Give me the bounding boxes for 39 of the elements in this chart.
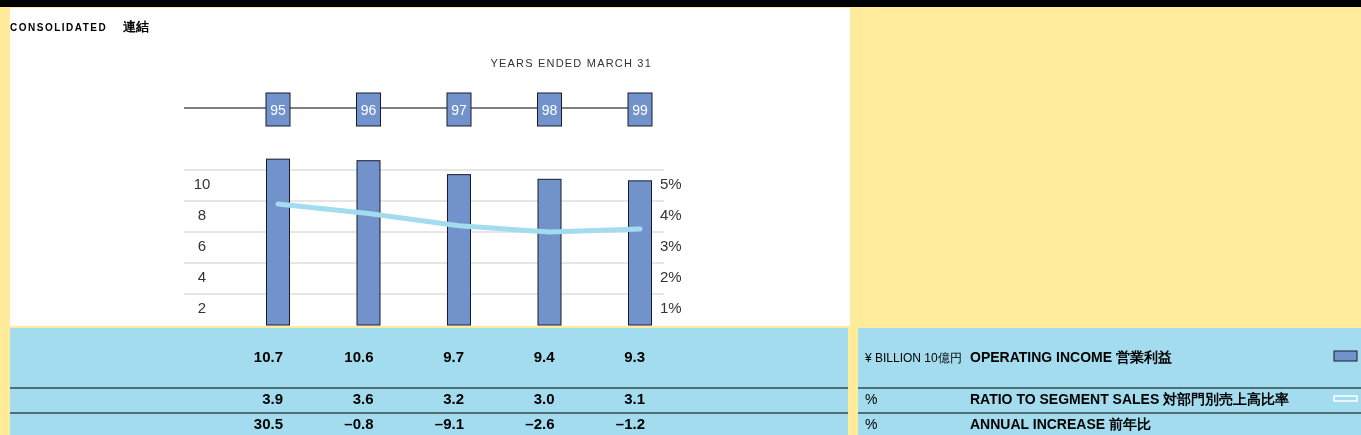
y2-tick-label: 3%	[660, 237, 682, 254]
data-label: 10.6	[344, 348, 374, 365]
y2-tick-label: 1%	[660, 299, 682, 316]
x-tick-label: 98	[541, 102, 558, 118]
text: %	[865, 416, 878, 432]
text: –9.1	[434, 415, 464, 432]
y-tick-label: 10	[193, 175, 211, 192]
data-label: 3.1	[624, 390, 645, 407]
text: –2.6	[525, 415, 555, 432]
x-tick-label: 96	[360, 102, 377, 118]
y2-tick-label: 2%	[660, 268, 682, 285]
text: –1.2	[615, 415, 645, 432]
x-axis-title: YEARS ENDED MARCH 31	[490, 57, 652, 69]
text: 30.5	[253, 415, 283, 432]
data-label: 10.7	[253, 348, 283, 365]
x-tick-label: 95	[270, 102, 286, 118]
data-label: 9.4	[533, 348, 556, 365]
data-label: 3.6	[352, 390, 374, 407]
y-tick-label: 4	[197, 268, 207, 285]
chart-subtitle: 連結	[122, 19, 150, 34]
y-tick-label: 8	[197, 206, 207, 223]
y-tick-label: 2	[197, 299, 207, 316]
text: ¥ BILLION 10億円	[864, 351, 962, 365]
data-label: 3.9	[262, 390, 283, 407]
text: ANNUAL INCREASE 前年比	[970, 416, 1151, 432]
y2-tick-label: 5%	[660, 175, 682, 192]
x-tick-label: 97	[451, 102, 467, 118]
text: –0.8	[344, 415, 374, 432]
data-label: 9.3	[624, 348, 645, 365]
x-tick-label: 99	[632, 102, 648, 118]
y2-tick-label: 4%	[660, 206, 682, 223]
text: RATIO TO SEGMENT SALES 対部門別売上高比率	[970, 391, 1290, 407]
data-label: 3.2	[443, 390, 464, 407]
data-label: 3.0	[533, 390, 555, 407]
y-tick-label: 6	[197, 237, 207, 254]
text: OPERATING INCOME 営業利益	[970, 349, 1172, 365]
data-label: 9.7	[443, 348, 464, 365]
text: %	[865, 391, 878, 407]
text: CONSOLIDATED	[10, 22, 108, 33]
